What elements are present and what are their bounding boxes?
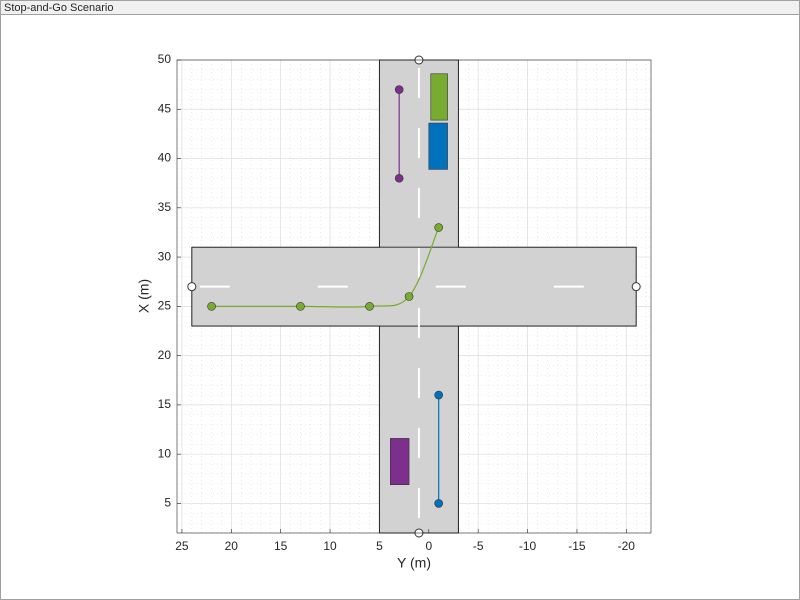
x-tick-label: 25: [175, 539, 189, 553]
y-tick-label: 30: [158, 249, 172, 263]
x-tick-label: 5: [376, 539, 383, 553]
x-tick-label: 0: [425, 539, 432, 553]
title-bar: [0, 0, 800, 15]
y-tick-label: 35: [158, 200, 172, 214]
axes-box: [176, 59, 652, 534]
window-title: Stop-and-Go Scenario: [4, 2, 113, 14]
waypoint: [296, 302, 305, 311]
x-tick-label: -20: [618, 539, 636, 553]
waypoint: [434, 390, 443, 400]
vehicle: [389, 438, 410, 486]
road-endpoint: [631, 282, 641, 292]
y-tick-label: 5: [164, 496, 171, 510]
vehicle: [430, 73, 448, 121]
waypoint: [434, 499, 443, 508]
y-tick-label: 40: [158, 151, 172, 165]
y-tick-label: 15: [158, 397, 172, 411]
waypoint: [434, 223, 443, 232]
waypoint: [394, 85, 404, 94]
waypoint: [394, 173, 404, 183]
plot-area: [187, 55, 641, 538]
x-tick-label: 20: [225, 539, 239, 553]
y-tick-label: 20: [158, 348, 172, 362]
road-endpoint: [187, 282, 197, 292]
x-tick-label: 10: [323, 539, 337, 553]
y-tick-label: 25: [158, 299, 172, 313]
x-tick-label: 15: [274, 539, 288, 553]
waypoint: [365, 302, 374, 311]
x-tick-label: -10: [519, 539, 537, 553]
y-tick-label: 45: [158, 101, 172, 115]
x-axis-label: Y (m): [397, 555, 431, 571]
waypoint: [404, 292, 414, 301]
waypoint: [207, 302, 216, 311]
vehicle: [428, 122, 448, 170]
y-tick-label: 50: [158, 52, 172, 66]
y-axis-label: X (m): [136, 279, 152, 313]
x-tick-label: -5: [473, 539, 484, 553]
y-tick-label: 10: [158, 446, 172, 460]
x-tick-label: -15: [568, 539, 586, 553]
